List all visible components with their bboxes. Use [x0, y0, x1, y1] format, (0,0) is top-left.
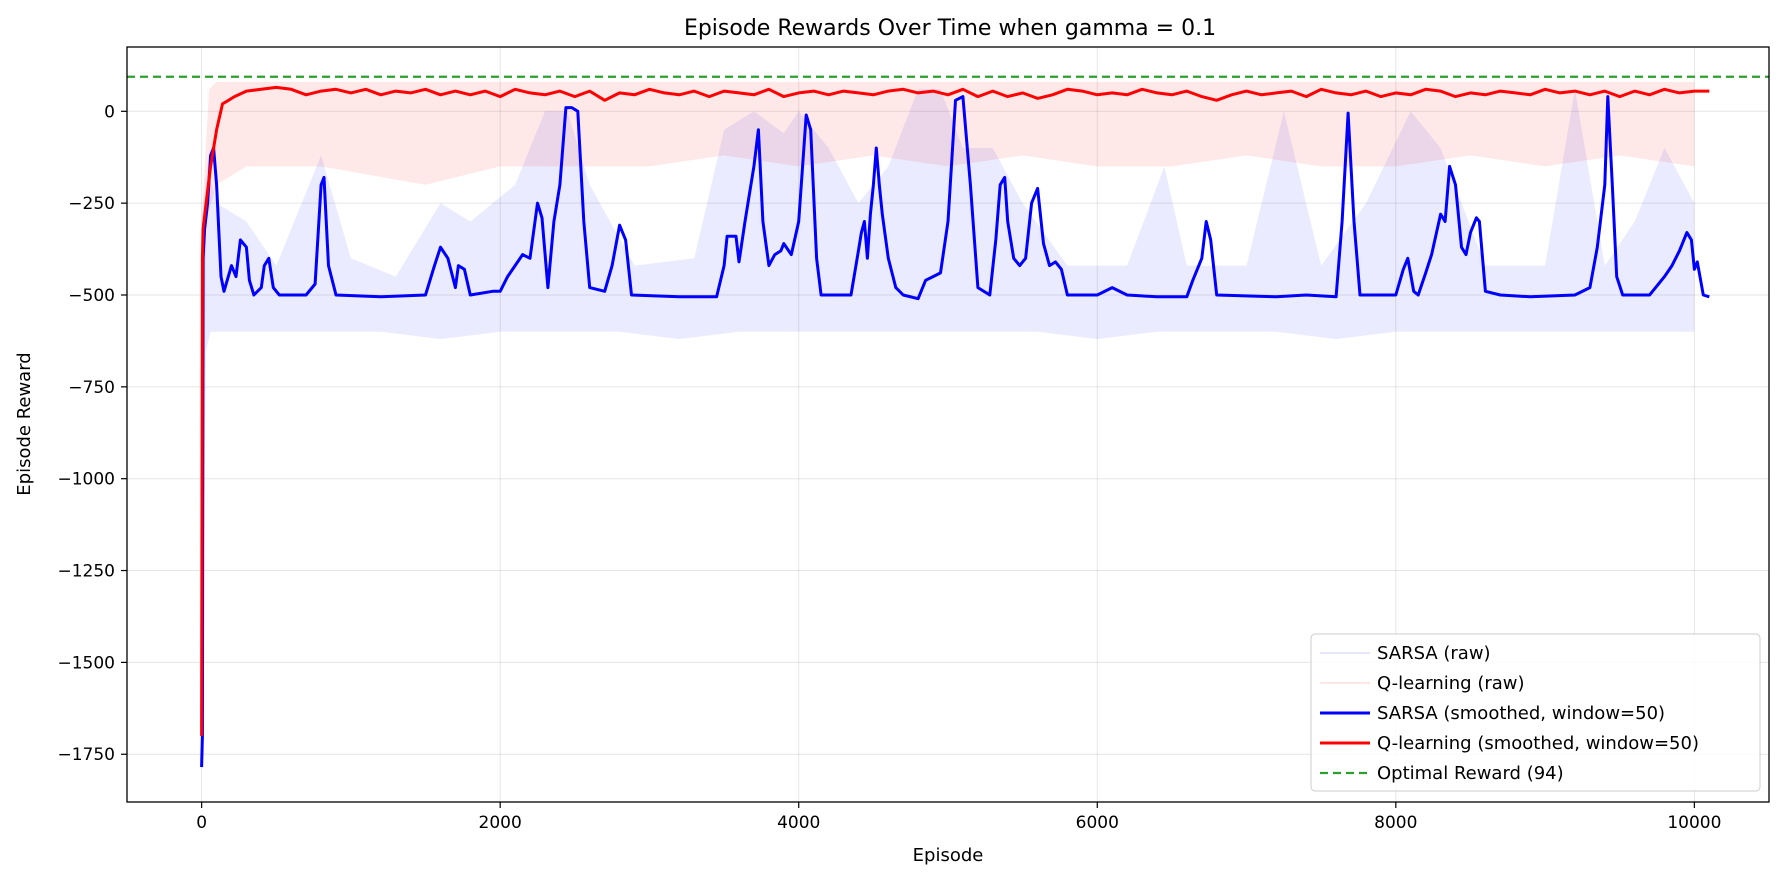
sarsa-smoothed-line [200, 95, 1710, 768]
chart-title: Episode Rewards Over Time when gamma = 0… [684, 16, 1216, 41]
x-tick-label: 2000 [479, 813, 522, 833]
y-tick-label: −500 [68, 286, 115, 306]
x-tick-label: 0 [196, 813, 207, 833]
y-tick-label: −1750 [57, 745, 115, 765]
y-tick-label: −250 [68, 194, 115, 214]
x-axis: 0 2000 4000 6000 8000 10000 [196, 802, 1721, 833]
y-tick-label: −1000 [57, 470, 115, 490]
plot-area [127, 75, 1769, 768]
sarsa-raw-band [201, 89, 1695, 768]
q-learning-smoothed-line [200, 85, 1710, 736]
x-tick-label: 8000 [1374, 813, 1417, 833]
y-tick-label: −1250 [57, 562, 115, 582]
x-tick-label: 6000 [1076, 813, 1119, 833]
y-tick-label: −750 [68, 378, 115, 398]
y-tick-label: 0 [104, 102, 115, 122]
y-axis-label: Episode Reward [14, 352, 35, 495]
q-learning-raw-band [201, 81, 1695, 736]
legend-label: Optimal Reward (94) [1377, 763, 1564, 784]
legend-label: SARSA (raw) [1377, 643, 1491, 664]
legend-label: Q-learning (smoothed, window=50) [1377, 733, 1699, 754]
y-tick-label: −1500 [57, 653, 115, 673]
x-tick-label: 4000 [777, 813, 820, 833]
plot-frame [126, 46, 1770, 803]
y-axis: 0 −250 −500 −750 −1000 −1250 −1500 −1750 [57, 102, 127, 765]
legend: SARSA (raw) Q-learning (raw) SARSA (smooth… [1310, 633, 1761, 792]
legend-label: SARSA (smoothed, window=50) [1377, 703, 1665, 724]
legend-label: Q-learning (raw) [1377, 673, 1525, 694]
legend-box [1310, 633, 1761, 792]
x-axis-label: Episode [913, 845, 984, 866]
x-tick-label: 10000 [1667, 813, 1721, 833]
